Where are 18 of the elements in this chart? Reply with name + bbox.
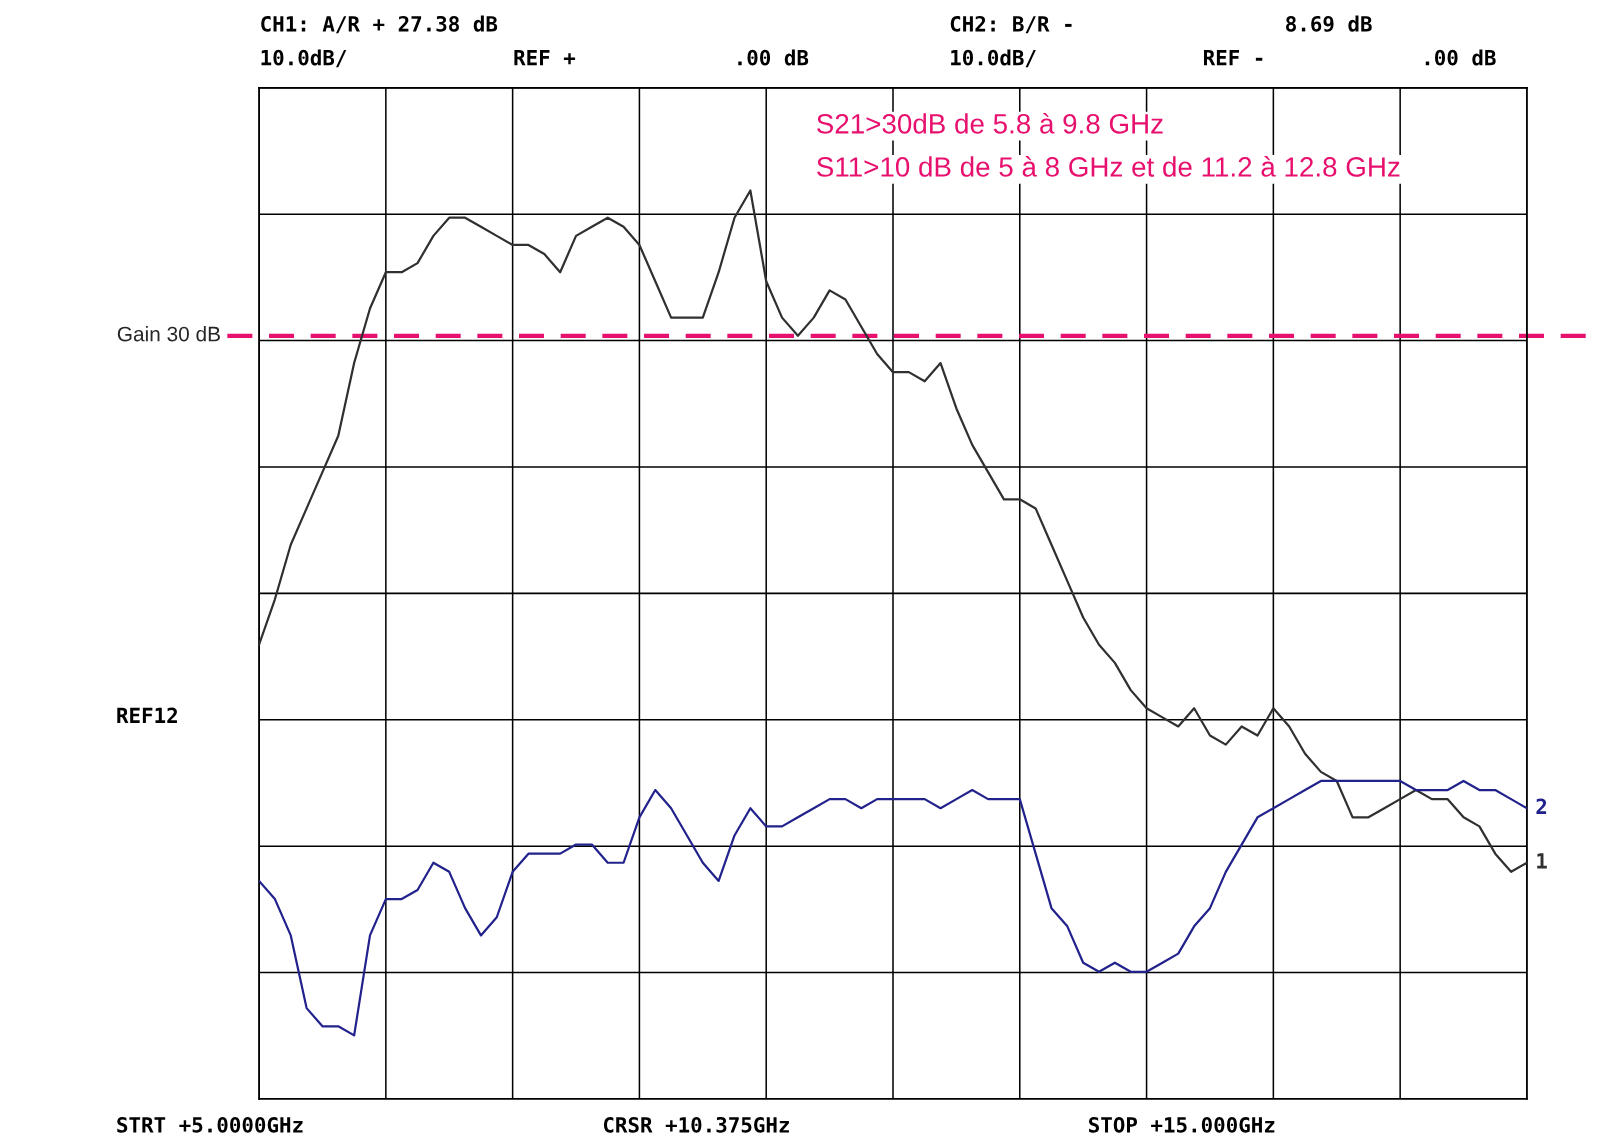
text: STOP +15.000GHz — [1089, 1116, 1275, 1133]
text: 8.69 dB — [1286, 15, 1372, 32]
text: 10.0dB/ — [951, 49, 1036, 68]
text: CH1: A/R + 27.38 dB — [261, 15, 498, 34]
text: .00 dB — [738, 49, 809, 66]
series-label: 2 — [1536, 798, 1547, 814]
series-label: 1 — [1537, 853, 1547, 869]
ref-line-label: Gain 30 dB — [117, 326, 220, 342]
text: S11>10 dB de 5 à 8 GHz et de 11.2 à 12.8 GHz — [817, 156, 1400, 177]
text: .00 dB — [1425, 49, 1496, 66]
text: S21>30dB de 5.8 à 9.8 GHz — [817, 112, 1163, 134]
text: CRSR +10.375GHz — [603, 1116, 789, 1133]
text: REF12 — [117, 707, 177, 723]
text: STRT +5.0000GHz — [117, 1116, 303, 1133]
text: REF - — [1204, 50, 1263, 66]
text: REF + — [514, 50, 576, 66]
text: CH2: B/R - — [950, 15, 1072, 34]
text: 10.0dB/ — [261, 49, 347, 68]
